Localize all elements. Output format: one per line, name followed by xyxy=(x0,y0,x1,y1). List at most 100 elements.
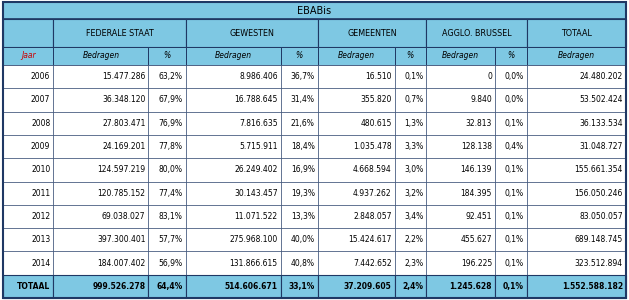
Bar xyxy=(3,251,53,275)
Text: 1.245.628: 1.245.628 xyxy=(450,282,492,291)
Bar xyxy=(394,65,426,88)
Text: 4.937.262: 4.937.262 xyxy=(353,189,391,198)
Text: Jaar: Jaar xyxy=(21,52,35,61)
Bar xyxy=(318,158,394,181)
Bar xyxy=(495,205,527,228)
Text: 16,9%: 16,9% xyxy=(291,165,314,174)
Text: 480.615: 480.615 xyxy=(360,119,391,128)
Bar xyxy=(394,205,426,228)
Text: 36.133.534: 36.133.534 xyxy=(579,119,623,128)
Text: 16.510: 16.510 xyxy=(365,72,391,81)
Bar xyxy=(281,182,318,205)
Bar xyxy=(495,112,527,135)
Bar xyxy=(3,158,53,181)
Bar xyxy=(426,19,527,47)
Text: 0,1%: 0,1% xyxy=(504,259,524,268)
Text: Bedragen: Bedragen xyxy=(338,52,375,61)
Bar xyxy=(426,228,495,251)
Text: 36.348.120: 36.348.120 xyxy=(102,95,145,104)
Bar xyxy=(426,47,495,65)
Bar xyxy=(318,112,394,135)
Bar xyxy=(53,228,148,251)
Text: 155.661.354: 155.661.354 xyxy=(575,165,623,174)
Bar xyxy=(318,251,394,275)
Bar xyxy=(426,182,495,205)
Bar xyxy=(527,182,626,205)
Bar xyxy=(53,158,148,181)
Bar xyxy=(318,182,394,205)
Text: 0,1%: 0,1% xyxy=(504,189,524,198)
Text: 26.249.402: 26.249.402 xyxy=(235,165,278,174)
Bar xyxy=(3,19,53,47)
Text: 15.424.617: 15.424.617 xyxy=(348,235,391,244)
Text: 27.803.471: 27.803.471 xyxy=(102,119,145,128)
Text: 63,2%: 63,2% xyxy=(159,72,182,81)
Bar xyxy=(148,158,186,181)
Bar xyxy=(281,228,318,251)
Text: 83.050.057: 83.050.057 xyxy=(579,212,623,221)
Text: 156.050.246: 156.050.246 xyxy=(575,189,623,198)
Bar xyxy=(186,228,281,251)
Text: 2009: 2009 xyxy=(31,142,50,151)
Bar xyxy=(527,65,626,88)
Bar xyxy=(495,158,527,181)
Bar xyxy=(281,88,318,112)
Text: 11.071.522: 11.071.522 xyxy=(235,212,278,221)
Bar xyxy=(186,205,281,228)
Text: 397.300.401: 397.300.401 xyxy=(97,235,145,244)
Bar xyxy=(527,112,626,135)
Text: GEMEENTEN: GEMEENTEN xyxy=(347,28,397,38)
Bar xyxy=(186,19,318,47)
Bar xyxy=(527,135,626,158)
Text: Bedragen: Bedragen xyxy=(214,52,252,61)
Bar xyxy=(53,65,148,88)
Bar xyxy=(527,275,626,298)
Text: 999.526.278: 999.526.278 xyxy=(92,282,145,291)
Text: 131.866.615: 131.866.615 xyxy=(230,259,278,268)
Bar xyxy=(394,47,426,65)
Text: 76,9%: 76,9% xyxy=(159,119,182,128)
Bar xyxy=(426,275,495,298)
Text: 355.820: 355.820 xyxy=(360,95,391,104)
Text: 2010: 2010 xyxy=(31,165,50,174)
Text: GEWESTEN: GEWESTEN xyxy=(229,28,274,38)
Bar xyxy=(3,47,53,65)
Bar xyxy=(394,158,426,181)
Bar xyxy=(281,65,318,88)
Text: 514.606.671: 514.606.671 xyxy=(225,282,278,291)
Bar xyxy=(186,88,281,112)
Bar xyxy=(281,205,318,228)
Bar xyxy=(318,135,394,158)
Bar xyxy=(186,158,281,181)
Text: TOTAAL: TOTAAL xyxy=(17,282,50,291)
Bar xyxy=(281,158,318,181)
Bar xyxy=(394,135,426,158)
Text: 30.143.457: 30.143.457 xyxy=(234,189,278,198)
Text: 120.785.152: 120.785.152 xyxy=(97,189,145,198)
Bar xyxy=(527,228,626,251)
Bar xyxy=(53,88,148,112)
Bar xyxy=(495,135,527,158)
Bar xyxy=(53,135,148,158)
Bar xyxy=(148,205,186,228)
Text: 3,2%: 3,2% xyxy=(404,189,423,198)
Text: 689.148.745: 689.148.745 xyxy=(575,235,623,244)
Bar xyxy=(281,251,318,275)
Text: 40,0%: 40,0% xyxy=(291,235,314,244)
Text: FEDERALE STAAT: FEDERALE STAAT xyxy=(86,28,153,38)
Text: Bedragen: Bedragen xyxy=(82,52,120,61)
Bar xyxy=(394,251,426,275)
Text: 0,7%: 0,7% xyxy=(404,95,423,104)
Text: 67,9%: 67,9% xyxy=(159,95,182,104)
Text: 2,4%: 2,4% xyxy=(403,282,423,291)
Text: 31,4%: 31,4% xyxy=(291,95,314,104)
Bar xyxy=(426,65,495,88)
Text: 0,1%: 0,1% xyxy=(404,72,423,81)
Text: 2008: 2008 xyxy=(31,119,50,128)
Bar xyxy=(281,112,318,135)
Text: %: % xyxy=(407,52,414,61)
Text: 77,4%: 77,4% xyxy=(159,189,182,198)
Bar xyxy=(426,158,495,181)
Text: 83,1%: 83,1% xyxy=(159,212,182,221)
Text: 37.209.605: 37.209.605 xyxy=(344,282,391,291)
